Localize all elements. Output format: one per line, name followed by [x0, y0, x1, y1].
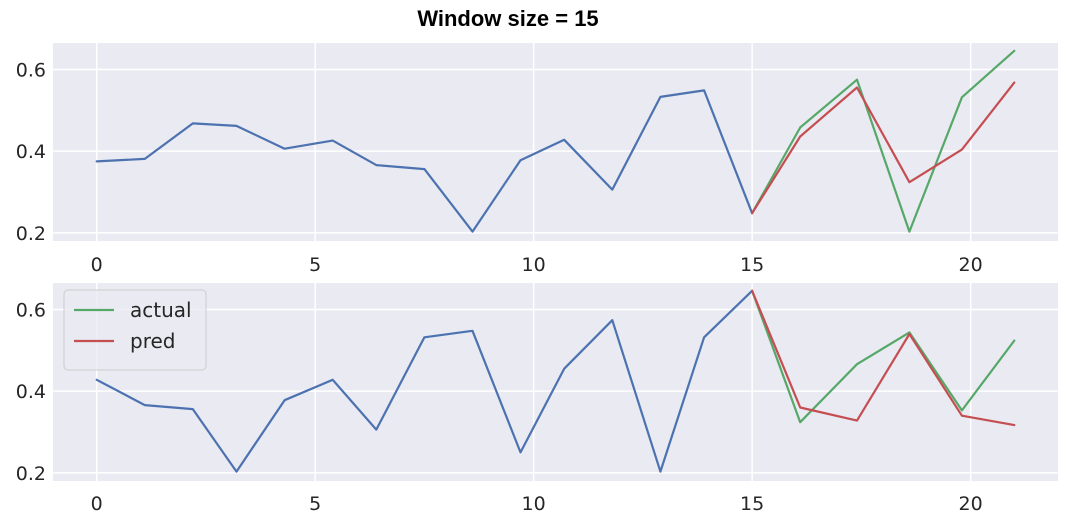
series-line-actual	[750, 49, 1016, 233]
x-tick-label: 5	[309, 493, 321, 515]
y-tick-label: 0.6	[16, 300, 46, 322]
series-line-history	[95, 89, 754, 233]
series-line-pred	[750, 289, 1016, 427]
y-tick-label: 0.4	[16, 141, 46, 163]
legend: actual pred	[63, 289, 207, 371]
series-line-actual	[750, 289, 1016, 424]
x-tick-label: 0	[91, 493, 103, 515]
y-tick-label: 0.2	[16, 223, 46, 245]
figure-title: Window size = 15	[417, 6, 599, 31]
subplot-1: 0 5 10 15 20 0.2 0.4 0.6	[16, 43, 1058, 276]
legend-label-pred: pred	[130, 329, 175, 353]
legend-label-actual: actual	[130, 298, 192, 322]
x-tick-label: 0	[91, 254, 103, 276]
y-tick-label: 0.4	[16, 381, 46, 403]
x-tick-label: 15	[740, 493, 764, 515]
x-tick-label: 5	[309, 254, 321, 276]
y-tick-label: 0.6	[16, 60, 46, 82]
x-tick-label: 10	[522, 493, 546, 515]
subplot-2: 0 5 10 15 20 0.2 0.4 0.6 actual pred	[16, 283, 1058, 515]
x-tick-label: 20	[959, 493, 983, 515]
x-tick-label: 10	[522, 254, 546, 276]
x-tick-label: 20	[959, 254, 983, 276]
plot-background	[53, 43, 1058, 241]
y-tick-label: 0.2	[16, 463, 46, 485]
series-line-pred	[750, 81, 1016, 215]
x-tick-label: 15	[740, 254, 764, 276]
series-line-history	[95, 289, 754, 473]
